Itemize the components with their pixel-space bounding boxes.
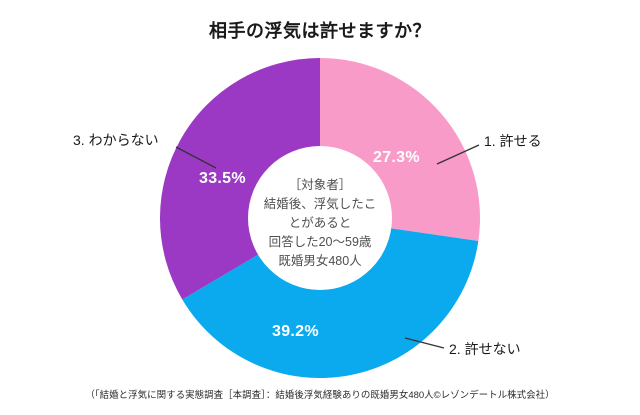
donut-hole xyxy=(248,146,392,290)
page-title: 相手の浮気は許せますか？ xyxy=(209,21,431,41)
donut-svg xyxy=(160,58,480,378)
pie-category-label-1: 1. 許せる xyxy=(484,133,542,149)
pie-slice-2-yurusenai[interactable] xyxy=(182,218,479,378)
pie-slice-3-value-label: 33.5% xyxy=(199,170,246,187)
donut-chart xyxy=(160,58,480,378)
source-note: （「結婚と浮気に関する実態調査［本調査］：結婚後浮気経験ありの既婚男女480人©… xyxy=(85,390,555,401)
pie-category-label-2: 2. 許せない xyxy=(449,341,521,357)
pie-category-label-3: 3. わからない xyxy=(73,132,159,148)
pie-slice-2-value-label: 39.2% xyxy=(272,323,319,340)
pie-slice-1-value-label: 27.3% xyxy=(373,149,420,166)
